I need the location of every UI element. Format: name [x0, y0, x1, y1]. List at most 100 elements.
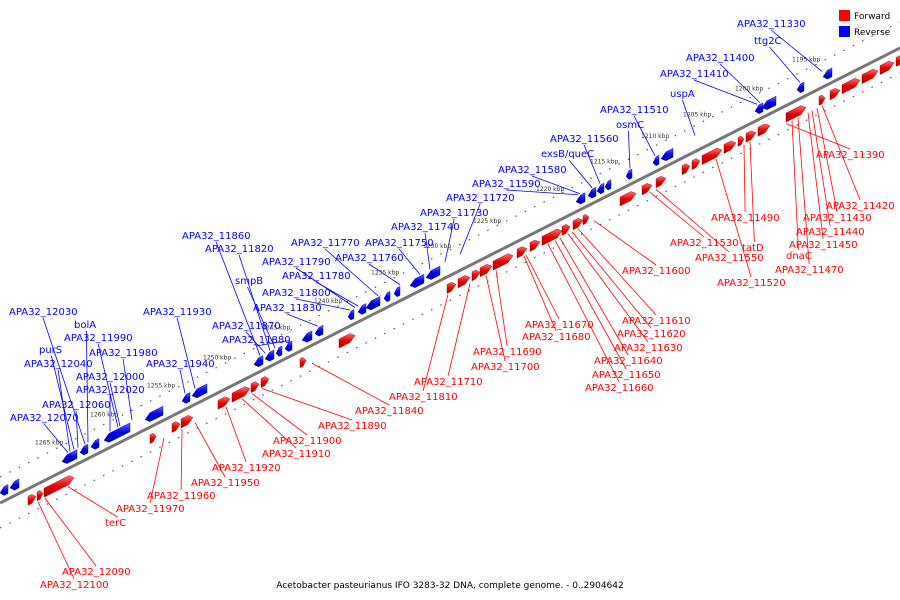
- leader-line: [176, 317, 196, 389]
- leader-line: [295, 267, 356, 308]
- scale-tick-label: 1205 kbp: [683, 112, 711, 119]
- leader-line: [593, 220, 657, 266]
- leader-line: [743, 144, 746, 213]
- forward-gene-label: APA32_11440: [796, 227, 865, 238]
- leader-line: [194, 422, 226, 478]
- scale-tick-label: 1210 kbp: [641, 133, 669, 140]
- forward-gene-arrow: [895, 55, 900, 67]
- reverse-gene-arrow: [79, 443, 89, 456]
- leader-line: [286, 313, 319, 327]
- forward-gene-label: terC: [105, 518, 126, 529]
- leader-line: [311, 362, 390, 406]
- leader-line: [296, 298, 351, 311]
- forward-gene-label: APA32_11840: [355, 406, 424, 417]
- reverse-gene-label: APA32_11770: [291, 238, 360, 249]
- reverse-gene-arrow: [425, 265, 441, 280]
- forward-gene-label: APA32_11960: [147, 491, 216, 502]
- leader-line: [816, 107, 838, 213]
- reverse-gene-arrow: [284, 340, 293, 352]
- forward-gene-arrow: [43, 475, 75, 498]
- reverse-gene-label: APA32_11930: [143, 307, 212, 318]
- leader-line: [324, 248, 379, 297]
- reverse-gene-arrow: [822, 67, 833, 80]
- reverse-gene-arrow: [660, 147, 674, 162]
- reverse-gene-label: APA32_11750: [365, 238, 434, 249]
- forward-gene-arrow: [829, 88, 841, 101]
- reverse-gene-label: APA32_11580: [498, 165, 567, 176]
- forward-gene-arrow: [641, 183, 653, 196]
- scale-tick-label: 1245 kbp: [262, 325, 290, 332]
- leader-line: [256, 339, 291, 347]
- forward-gene-label: APA32_12100: [40, 580, 109, 591]
- reverse-gene-arrow: [409, 273, 425, 288]
- forward-gene-label: APA32_11890: [318, 421, 387, 432]
- reverse-gene-label: APA32_11740: [391, 222, 460, 233]
- legend: Forward Reverse: [839, 10, 891, 38]
- reverse-gene-label: APA32_11410: [660, 69, 729, 80]
- leader-line: [245, 331, 266, 354]
- forward-gene-label: APA32_12090: [62, 567, 131, 578]
- leader-line: [225, 406, 247, 463]
- leader-line: [807, 112, 824, 240]
- gene-features: [0, 55, 900, 506]
- scale-tick-label: 1200 kbp: [735, 85, 763, 92]
- leader-line: [797, 117, 810, 265]
- leader-line: [769, 46, 801, 83]
- forward-gene-label: APA32_11810: [389, 392, 458, 403]
- forward-gene-arrow: [841, 77, 861, 95]
- forward-gene-label: APA32_11600: [622, 266, 691, 277]
- scale-tick-label: 1230 kbp: [423, 243, 451, 250]
- forward-gene-arrow: [446, 281, 457, 294]
- legend-forward-swatch: [839, 10, 850, 21]
- reverse-gene-label: APA32_11590: [472, 179, 541, 190]
- reverse-gene-label: osmC: [616, 120, 644, 131]
- reverse-gene-arrow: [596, 182, 605, 195]
- reverse-gene-arrow: [181, 392, 191, 404]
- forward-gene-label: APA32_11660: [585, 383, 654, 394]
- reverse-gene-label: APA32_11560: [550, 134, 619, 145]
- reverse-gene-label: smpB: [235, 276, 263, 287]
- leader-line: [215, 241, 261, 356]
- leader-line: [122, 358, 133, 421]
- leader-line: [43, 423, 69, 453]
- leader-line: [44, 498, 97, 567]
- reverse-gene-label: APA32_11730: [420, 208, 489, 219]
- leader-line: [633, 115, 656, 157]
- forward-gene-arrow: [541, 228, 563, 246]
- scale-tick-label: 1195 kbp: [792, 57, 820, 64]
- scale-tick-label: 1220 kbp: [536, 186, 564, 193]
- forward-gene-label: APA32_11450: [789, 240, 858, 251]
- leader-line: [531, 175, 581, 195]
- reverse-gene-arrow: [144, 405, 164, 422]
- forward-gene-label: APA32_11900: [273, 436, 342, 447]
- reverse-gene-arrow: [103, 422, 131, 443]
- leader-line: [715, 158, 752, 278]
- forward-gene-arrow: [691, 158, 701, 170]
- reverse-gene-arrow: [796, 81, 805, 94]
- leader-line: [247, 286, 276, 349]
- forward-gene-arrow: [757, 123, 771, 137]
- leader-line: [525, 254, 560, 320]
- reverse-gene-label: bolA: [74, 320, 96, 331]
- forward-gene-label: dnaC: [786, 251, 812, 262]
- forward-gene-arrow: [745, 130, 757, 143]
- sequence-backbone: [0, 46, 900, 505]
- forward-gene-arrow: [737, 135, 745, 147]
- leader-line: [368, 263, 401, 286]
- forward-gene-label: APA32_11920: [212, 463, 281, 474]
- leader-line: [821, 105, 861, 201]
- reverse-gene-label: APA32_11720: [446, 193, 515, 204]
- leader-line: [577, 228, 657, 316]
- scale-tick-label: 1255 kbp: [147, 383, 175, 390]
- forward-gene-arrow: [572, 218, 584, 231]
- scale-tick-label: 1265 kbp: [35, 439, 63, 446]
- leader-line: [109, 382, 121, 427]
- forward-gene-label: APA32_11550: [695, 253, 764, 264]
- leader-line: [655, 189, 730, 253]
- leader-line: [693, 79, 758, 105]
- reverse-gene-label: APA32_12040: [24, 359, 93, 370]
- reverse-gene-label: APA32_12020: [76, 385, 145, 396]
- forward-gene-arrow: [582, 213, 590, 226]
- forward-gene-arrow: [171, 421, 181, 433]
- upper-guide-line: [0, 21, 900, 478]
